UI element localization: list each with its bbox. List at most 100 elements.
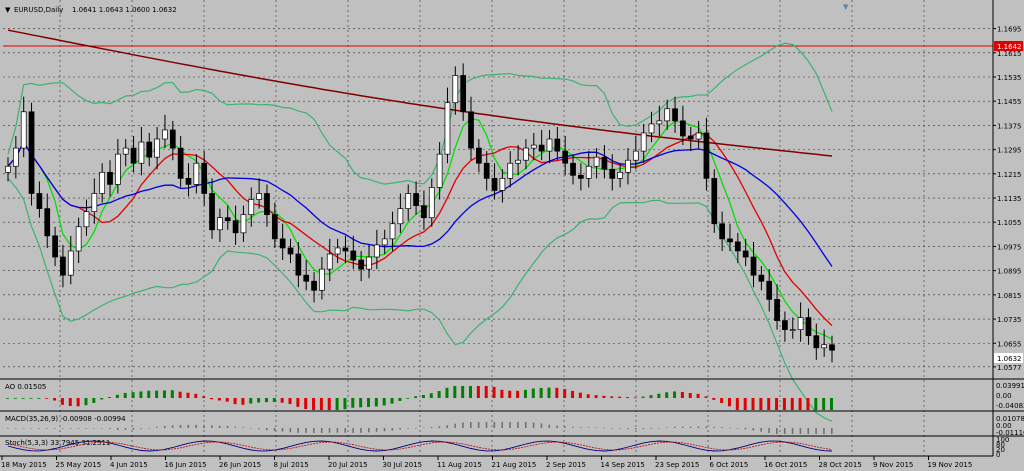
price-tick-label: 1.1295	[997, 147, 1022, 155]
candle-body	[271, 214, 278, 240]
macd-bar	[360, 428, 362, 433]
ao-bar	[359, 398, 363, 408]
ao-bar	[625, 397, 629, 398]
macd-bar	[619, 428, 621, 429]
ao-bar	[147, 390, 151, 398]
ao-bar	[516, 390, 520, 398]
macd-bar	[344, 428, 347, 433]
candle-body	[703, 132, 710, 179]
macd-bar	[163, 425, 166, 428]
ao-bar	[712, 398, 716, 400]
candle-body	[5, 165, 11, 173]
candle-body	[546, 138, 553, 152]
stoch-main-line	[7, 440, 833, 452]
price-tick-label: 1.1375	[997, 122, 1022, 130]
ao-bar	[806, 398, 810, 410]
price-tick-label: 1.1135	[997, 195, 1022, 203]
macd-bar	[7, 428, 9, 429]
ao-bar	[312, 398, 316, 410]
candle-body	[538, 144, 545, 152]
macd-bar	[783, 428, 786, 434]
macd-bar	[407, 428, 409, 429]
current-price-label: 1.0632	[997, 355, 1022, 363]
ao-bar	[665, 392, 669, 398]
candle-body	[67, 250, 74, 276]
macd-bar	[470, 422, 472, 428]
ao-title: AO 0.01505	[5, 383, 46, 391]
macd-bar	[179, 424, 182, 428]
macd-bar	[156, 426, 158, 428]
candle-body	[366, 256, 372, 270]
macd-bar	[211, 425, 213, 428]
macd-bar	[273, 428, 276, 431]
candle-body	[727, 238, 733, 243]
ao-bar	[217, 398, 221, 401]
ao-bar	[249, 398, 253, 404]
ao-bar	[508, 390, 512, 398]
candle-body	[632, 150, 639, 161]
ma-mid-line	[7, 132, 833, 327]
macd-bar	[705, 426, 708, 428]
date-label: 30 Jul 2015	[383, 461, 423, 469]
candle-body	[154, 138, 160, 158]
macd-bar	[462, 422, 464, 428]
stoch-title: Stoch(5,3,3) 33.7945 31.2511	[5, 439, 110, 447]
ao-bar	[288, 398, 292, 405]
ao-bar	[633, 397, 637, 399]
candle-body	[232, 220, 239, 234]
ao-bar	[108, 397, 112, 398]
candle-body	[342, 247, 349, 252]
candle-body	[813, 335, 820, 349]
date-label: 6 Oct 2015	[710, 461, 749, 469]
macd-bar	[195, 424, 197, 428]
ao-bar	[68, 398, 72, 406]
macd-bar	[493, 422, 496, 428]
ao-bar	[13, 398, 17, 399]
candle-body	[373, 244, 380, 258]
candle-body	[287, 247, 294, 255]
macd-bar	[524, 422, 527, 428]
date-label: 8 Jul 2015	[274, 461, 309, 469]
ao-bar	[210, 398, 214, 400]
macd-bar	[101, 428, 103, 429]
candle-body	[829, 344, 835, 351]
ao-bar	[390, 398, 394, 404]
ao-bar	[335, 398, 339, 410]
ao-bar	[657, 393, 661, 398]
candle-body	[44, 208, 51, 237]
candlesticks	[5, 63, 835, 363]
macd-bar	[517, 422, 519, 428]
macd-tick-bottom: -0.01116	[996, 429, 1024, 437]
macd-bar	[415, 427, 417, 429]
macd-bar	[556, 425, 558, 428]
bollinger-lower	[7, 178, 833, 422]
macd-bar	[540, 423, 543, 428]
ao-bar	[484, 386, 488, 398]
ao-bar	[414, 396, 418, 398]
macd-bar	[116, 428, 119, 430]
macd-bar	[124, 428, 127, 430]
candle-body	[758, 274, 765, 282]
candle-body	[319, 268, 325, 291]
candle-body	[625, 159, 631, 173]
candle-body	[562, 150, 569, 164]
ao-bar	[790, 398, 794, 410]
macd-bar	[744, 428, 747, 430]
candle-body	[256, 193, 262, 200]
candle-body	[389, 223, 396, 240]
candle-body	[648, 123, 655, 134]
ao-bar	[296, 398, 300, 407]
candle-body	[609, 168, 616, 179]
shift-marker-icon[interactable]: ▼	[843, 3, 849, 11]
ao-bar	[759, 398, 763, 410]
ao-bar	[775, 398, 779, 410]
ao-bar	[280, 398, 284, 403]
price-tick-label: 1.1455	[997, 98, 1022, 106]
candle-body	[570, 162, 576, 176]
macd-bar	[791, 428, 794, 434]
candle-body	[617, 171, 623, 179]
macd-bar	[768, 428, 770, 433]
ao-bar	[100, 398, 104, 400]
price-tick-label: 1.0975	[997, 243, 1022, 251]
